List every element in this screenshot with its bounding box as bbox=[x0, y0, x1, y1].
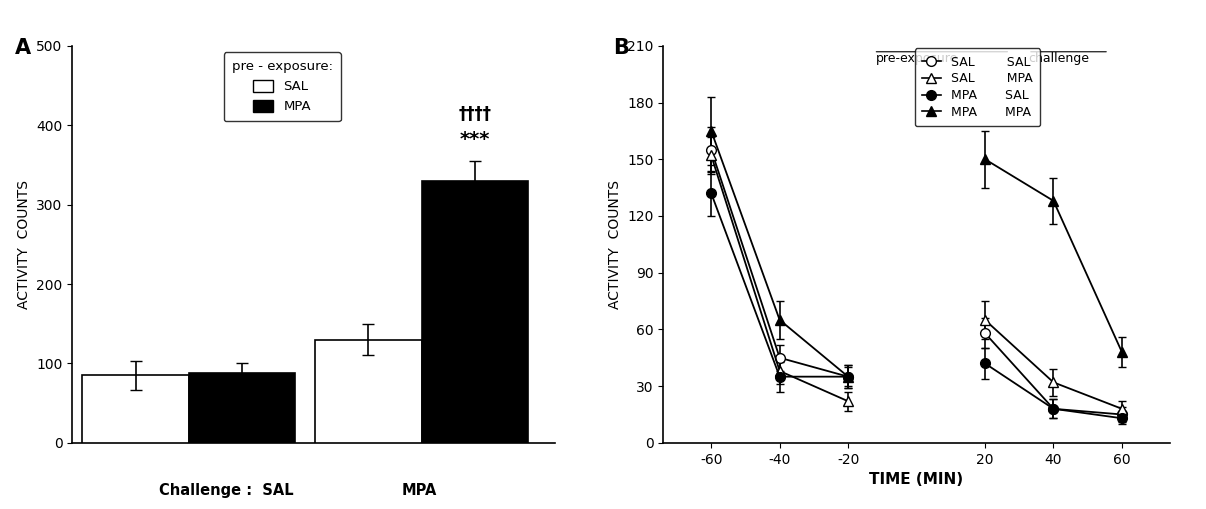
Bar bbox=[422, 181, 528, 443]
Text: ***: *** bbox=[459, 130, 490, 149]
Bar bbox=[189, 373, 295, 443]
Text: Challenge :  SAL: Challenge : SAL bbox=[159, 483, 294, 497]
Bar bbox=[82, 375, 189, 443]
Text: challenge: challenge bbox=[1028, 52, 1089, 65]
Y-axis label: ACTIVITY  COUNTS: ACTIVITY COUNTS bbox=[608, 180, 621, 309]
Text: ††††: †††† bbox=[458, 105, 491, 123]
Text: B: B bbox=[613, 38, 628, 58]
X-axis label: TIME (MIN): TIME (MIN) bbox=[870, 472, 964, 487]
Bar bbox=[315, 340, 422, 443]
Legend: SAL, MPA: SAL, MPA bbox=[223, 52, 340, 121]
Text: A: A bbox=[14, 38, 30, 58]
Text: MPA: MPA bbox=[402, 483, 438, 497]
Y-axis label: ACTIVITY  COUNTS: ACTIVITY COUNTS bbox=[17, 180, 30, 309]
Text: pre-exposure: pre-exposure bbox=[876, 52, 959, 65]
Legend: SAL        SAL, SAL        MPA, MPA       SAL, MPA       MPA: SAL SAL, SAL MPA, MPA SAL, MPA MPA bbox=[914, 48, 1040, 126]
